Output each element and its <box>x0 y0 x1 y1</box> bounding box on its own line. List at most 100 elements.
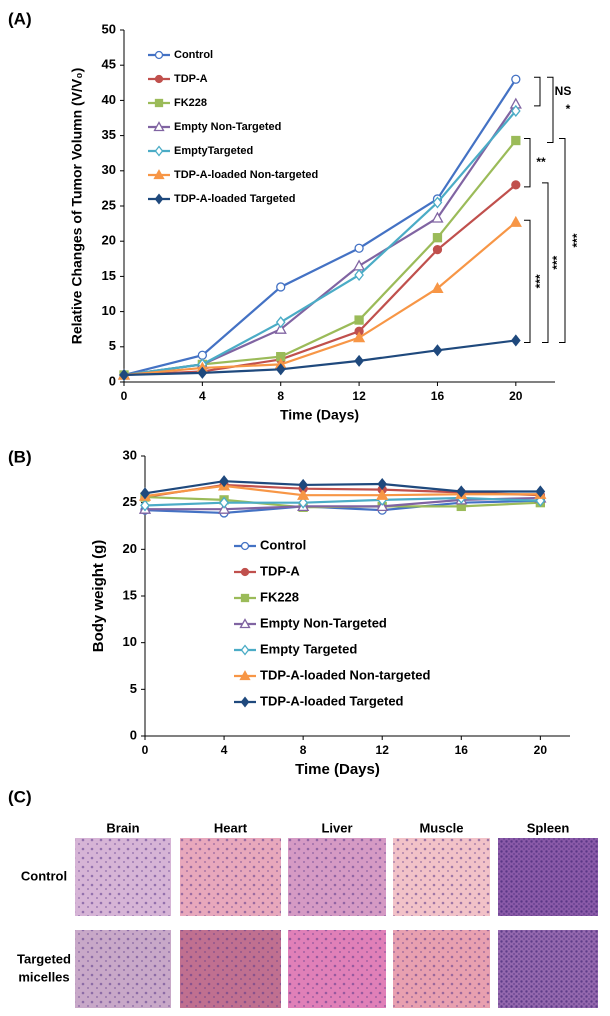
column-label: Brain <box>106 820 139 835</box>
marker <box>140 487 150 500</box>
marker <box>240 541 250 551</box>
series-line <box>123 110 517 377</box>
marker <box>197 350 208 360</box>
column-label: Muscle <box>419 820 463 835</box>
legend-label: EmptyTargeted <box>174 145 253 157</box>
series-line <box>144 496 541 507</box>
significance-label: NS <box>555 84 572 98</box>
marker <box>354 243 364 253</box>
x-axis-title: Time (Days) <box>280 407 359 423</box>
marker <box>275 316 286 329</box>
marker <box>456 485 467 498</box>
marker <box>154 74 164 84</box>
marker <box>432 344 443 357</box>
histology-texture <box>288 930 386 1008</box>
marker <box>274 322 287 334</box>
x-tick-label: 20 <box>509 389 523 403</box>
marker <box>219 475 229 488</box>
legend-label: TDP-A-loaded Targeted <box>174 193 295 205</box>
marker <box>154 98 164 108</box>
histology-texture <box>75 838 171 916</box>
marker <box>298 496 308 509</box>
marker <box>432 196 443 209</box>
marker <box>535 485 546 498</box>
marker <box>298 478 308 491</box>
series-line <box>123 78 517 377</box>
marker <box>510 334 521 347</box>
y-tick-label: 25 <box>123 494 137 509</box>
legend-label: TDP-A <box>174 73 208 85</box>
legend-label: Control <box>174 49 213 61</box>
significance-bracket <box>559 138 566 343</box>
y-tick-label: 30 <box>102 162 116 177</box>
y-axis-title: Relative Changes of Tumor Volumn (V/V₀) <box>69 68 85 345</box>
y-tick-label: 0 <box>109 373 116 388</box>
marker <box>275 363 286 376</box>
x-tick-label: 20 <box>534 743 548 757</box>
y-tick-label: 10 <box>102 303 116 318</box>
marker <box>297 488 310 500</box>
marker <box>376 488 389 500</box>
legend-label: TDP-A-loaded Non-targeted <box>174 169 318 181</box>
marker <box>511 135 521 146</box>
column-label: Liver <box>321 820 352 835</box>
marker <box>240 567 250 577</box>
histology-texture <box>180 838 281 916</box>
x-tick-label: 8 <box>277 389 284 403</box>
series-line <box>123 339 516 377</box>
marker <box>511 180 521 190</box>
marker <box>352 259 366 271</box>
marker <box>276 282 286 292</box>
histology-texture <box>180 930 281 1008</box>
x-tick-label: 0 <box>121 389 128 403</box>
histology-texture <box>393 838 490 916</box>
x-tick-label: 0 <box>142 743 149 757</box>
marker <box>511 74 521 84</box>
marker <box>377 477 388 491</box>
x-tick-label: 12 <box>352 389 366 403</box>
marker <box>153 169 165 180</box>
significance-label: *** <box>533 274 547 288</box>
significance-label: *** <box>570 233 584 247</box>
legend-label: FK228 <box>174 97 207 109</box>
marker <box>431 211 444 223</box>
y-tick-label: 40 <box>102 92 116 107</box>
significance-bracket <box>524 219 531 343</box>
column-label: Spleen <box>527 820 570 835</box>
marker <box>153 121 165 132</box>
y-tick-label: 20 <box>123 541 137 556</box>
x-tick-label: 4 <box>199 389 206 403</box>
marker <box>239 670 251 681</box>
legend-label: TDP-A-loaded Targeted <box>260 693 404 708</box>
marker <box>219 496 229 509</box>
marker <box>432 233 443 243</box>
marker <box>154 50 164 60</box>
series-line <box>144 499 541 515</box>
y-tick-label: 5 <box>109 338 116 353</box>
marker <box>154 193 164 205</box>
legend-label: Empty Non-Targeted <box>174 121 281 133</box>
panel-label: (C) <box>8 787 32 806</box>
marker <box>140 499 150 512</box>
marker <box>354 354 364 367</box>
y-tick-label: 10 <box>123 634 137 649</box>
significance-label: *** <box>550 255 564 269</box>
legend-label: Empty Targeted <box>260 641 357 656</box>
x-tick-label: 4 <box>221 743 228 757</box>
marker <box>510 104 521 118</box>
y-tick-label: 35 <box>102 127 116 142</box>
y-tick-label: 5 <box>130 681 137 696</box>
marker <box>240 696 250 708</box>
marker <box>240 644 250 656</box>
y-tick-label: 50 <box>102 21 116 36</box>
marker <box>119 368 129 382</box>
y-tick-label: 25 <box>102 197 116 212</box>
legend-label: FK228 <box>260 589 299 604</box>
significance-bracket <box>542 182 549 343</box>
column-label: Heart <box>214 820 248 835</box>
x-tick-label: 16 <box>431 389 445 403</box>
marker <box>352 331 366 343</box>
y-tick-label: 15 <box>123 587 137 602</box>
series-line <box>123 184 517 377</box>
